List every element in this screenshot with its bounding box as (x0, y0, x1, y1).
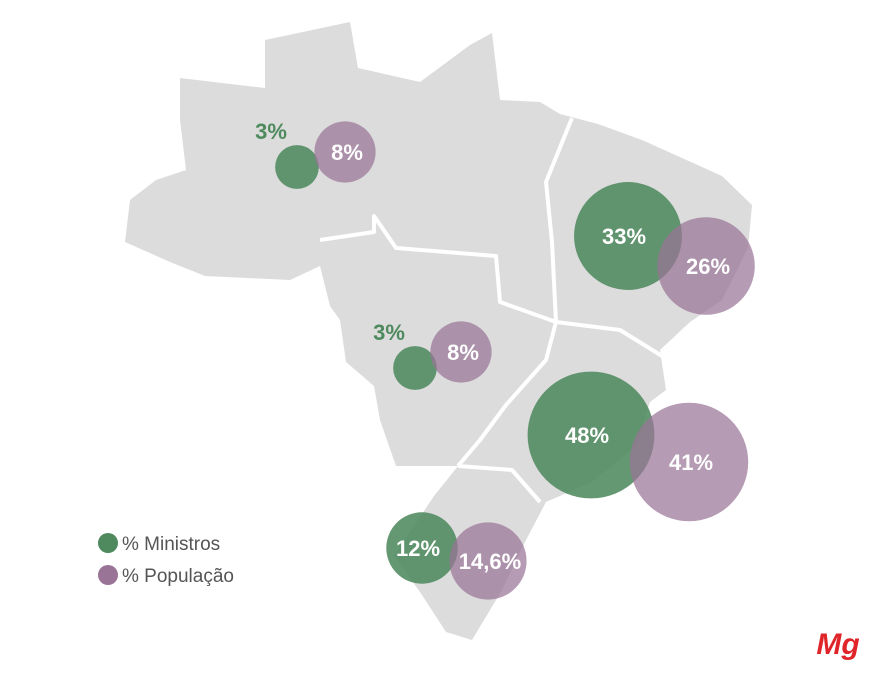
legend-label: % Ministros (122, 534, 220, 555)
labels: 3% 3% 33% 48% 12% 8% 8% 26% 41% 14,6% (255, 119, 730, 574)
value-label: 26% (686, 254, 730, 279)
bubble (314, 121, 376, 183)
bubble (527, 371, 655, 499)
value-label: 41% (669, 450, 713, 475)
legend-swatch (98, 533, 118, 553)
value-label: 12% (396, 536, 440, 561)
bubble (629, 402, 749, 522)
legend-swatch (98, 565, 118, 585)
bubbles (275, 121, 755, 600)
bubble (657, 217, 755, 315)
region-borders (319, 117, 664, 504)
bubble (449, 522, 527, 600)
value-label: 8% (447, 340, 479, 365)
value-label: 14,6% (459, 549, 521, 574)
legend-label: % População (122, 566, 234, 587)
value-label: 8% (331, 140, 363, 165)
value-label: 3% (255, 119, 287, 144)
value-label: 48% (565, 423, 609, 448)
bubble (393, 346, 437, 390)
value-label: 3% (373, 320, 405, 345)
logo: Mg (816, 628, 859, 661)
bubble (574, 182, 682, 290)
value-label: 33% (602, 224, 646, 249)
bubble (430, 321, 492, 383)
bubble (275, 145, 319, 189)
bubble (386, 512, 458, 584)
